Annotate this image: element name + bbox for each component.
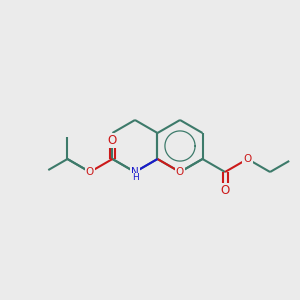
Text: O: O [243, 154, 252, 164]
Text: O: O [86, 167, 94, 177]
Text: O: O [220, 184, 230, 197]
Text: O: O [108, 134, 117, 147]
Text: H: H [132, 173, 139, 182]
Text: O: O [176, 167, 184, 177]
Text: N: N [131, 167, 139, 177]
